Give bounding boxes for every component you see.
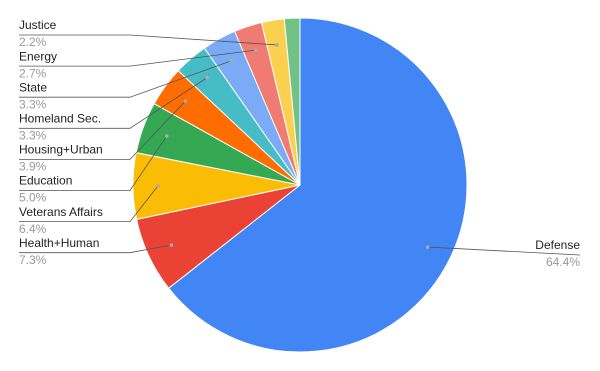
leader-dot — [169, 243, 174, 247]
slice-label: Housing+Urban — [19, 143, 103, 157]
leader-line — [19, 34, 277, 46]
leader-line — [19, 185, 159, 223]
slice-value-label: 3.9% — [19, 160, 47, 174]
leader-dot — [425, 245, 430, 249]
leader-line — [19, 49, 256, 67]
slice-label: Education — [19, 174, 72, 188]
leader-line — [19, 135, 168, 191]
leader-dot — [183, 99, 188, 104]
leader-line — [427, 246, 581, 256]
pie-slice — [283, 17, 301, 186]
leader-dot — [156, 184, 160, 188]
slice-label: Energy — [19, 49, 57, 63]
slice-value-label: 6.4% — [19, 222, 47, 236]
leader-line — [19, 244, 172, 254]
slice-label: Justice — [19, 18, 57, 32]
leader-line — [19, 100, 186, 160]
leader-dot — [164, 134, 169, 138]
leader-dot — [253, 48, 258, 52]
leader-dot — [275, 43, 279, 47]
leader-line — [19, 60, 232, 98]
slice-value-label: 2.7% — [19, 66, 47, 80]
slice-value-label: 3.3% — [19, 97, 47, 111]
slice-label: State — [19, 80, 47, 94]
leader-dot — [205, 75, 209, 80]
slice-label: Veterans Affairs — [19, 205, 103, 219]
pie-slice — [167, 17, 468, 353]
slice-value-label: 64.4% — [546, 255, 580, 269]
slice-value-label: 2.2% — [19, 35, 47, 49]
slice-value-label: 5.0% — [19, 191, 47, 205]
slice-label: Health+Human — [19, 236, 99, 250]
slice-label: Homeland Sec. — [19, 111, 101, 125]
slice-value-label: 7.3% — [19, 253, 47, 267]
leader-line — [19, 77, 208, 129]
leader-dot — [229, 59, 234, 63]
slice-value-label: 3.3% — [19, 128, 47, 142]
slice-label: Defense — [535, 238, 580, 252]
